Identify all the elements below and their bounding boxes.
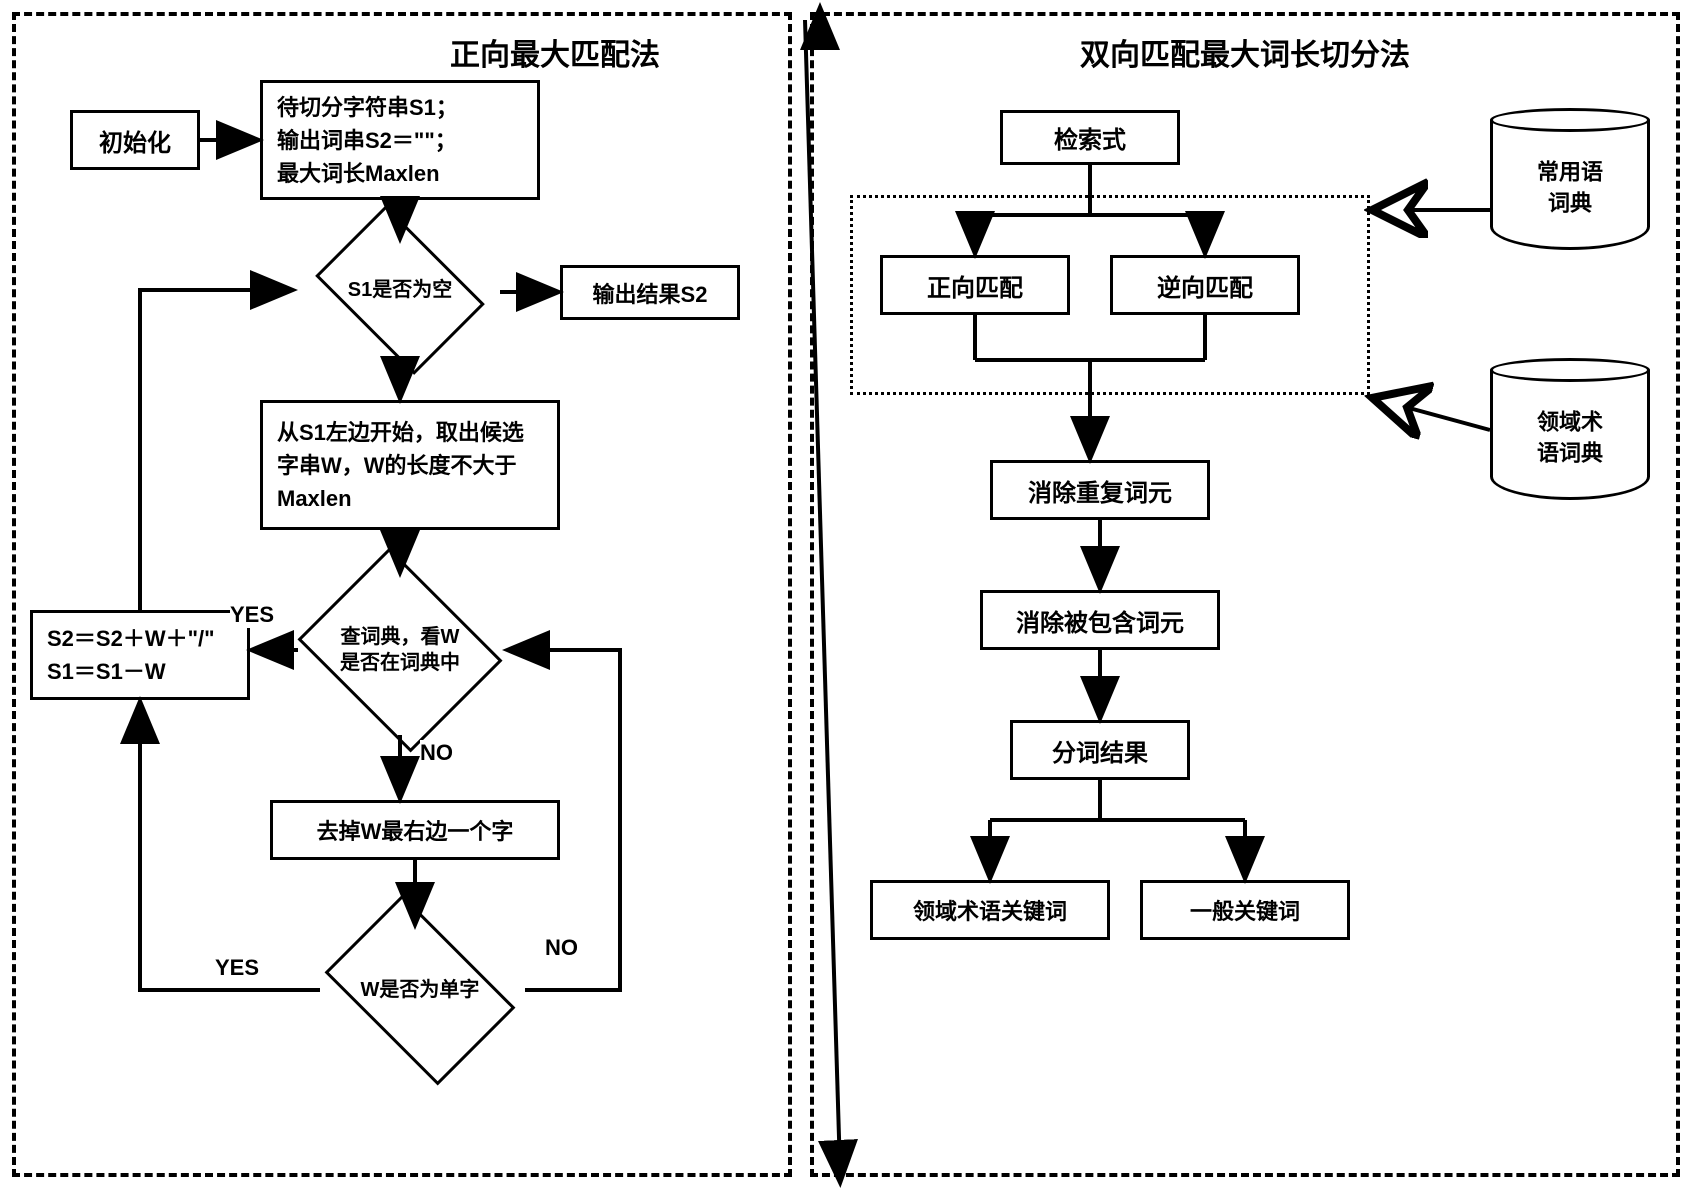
node-general-kw: 一般关键词 bbox=[1140, 880, 1350, 940]
label-yes1: YES bbox=[230, 602, 274, 628]
node-d-dict: 查词典，看W 是否在词典中 bbox=[320, 585, 480, 715]
node-s2-update: S2＝S2＋W＋"/" S1＝S1－W bbox=[30, 610, 250, 700]
node-backward: 逆向匹配 bbox=[1110, 255, 1300, 315]
cylinder-common-dict: 常用语 词典 bbox=[1490, 120, 1650, 250]
left-panel-title: 正向最大匹配法 bbox=[450, 30, 660, 74]
node-dedup: 消除重复词元 bbox=[990, 460, 1210, 520]
node-contain: 消除被包含词元 bbox=[980, 590, 1220, 650]
label-yes2: YES bbox=[215, 955, 259, 981]
node-forward: 正向匹配 bbox=[880, 255, 1070, 315]
diagram-root: 正向最大匹配法 初始化 待切分字符串S1； 输出词串S2＝""； 最大词长Max… bbox=[0, 0, 1698, 1191]
node-init: 初始化 bbox=[70, 110, 200, 170]
cylinder-domain-dict: 领域术 语词典 bbox=[1490, 370, 1650, 500]
label-no2: NO bbox=[545, 935, 578, 961]
node-d-single: W是否为单字 bbox=[340, 935, 500, 1045]
node-domain-kw: 领域术语关键词 bbox=[870, 880, 1110, 940]
node-d-empty: S1是否为空 bbox=[330, 240, 470, 340]
label-no1: NO bbox=[420, 740, 453, 766]
node-remove-last: 去掉W最右边一个字 bbox=[270, 800, 560, 860]
node-take-w: 从S1左边开始，取出候选字串W，W的长度不大于Maxlen bbox=[260, 400, 560, 530]
right-panel-title: 双向匹配最大词长切分法 bbox=[1080, 30, 1410, 74]
node-result: 分词结果 bbox=[1010, 720, 1190, 780]
node-out-s2: 输出结果S2 bbox=[560, 265, 740, 320]
node-s1def: 待切分字符串S1； 输出词串S2＝""； 最大词长Maxlen bbox=[260, 80, 540, 200]
node-query: 检索式 bbox=[1000, 110, 1180, 165]
